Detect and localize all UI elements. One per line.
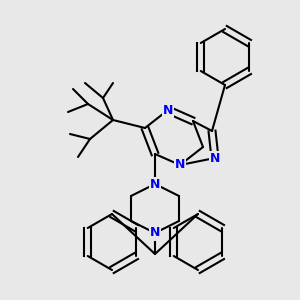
Text: N: N [210, 152, 220, 164]
Text: N: N [150, 226, 160, 239]
Text: N: N [163, 103, 173, 116]
Text: N: N [175, 158, 185, 172]
Text: N: N [150, 178, 160, 190]
